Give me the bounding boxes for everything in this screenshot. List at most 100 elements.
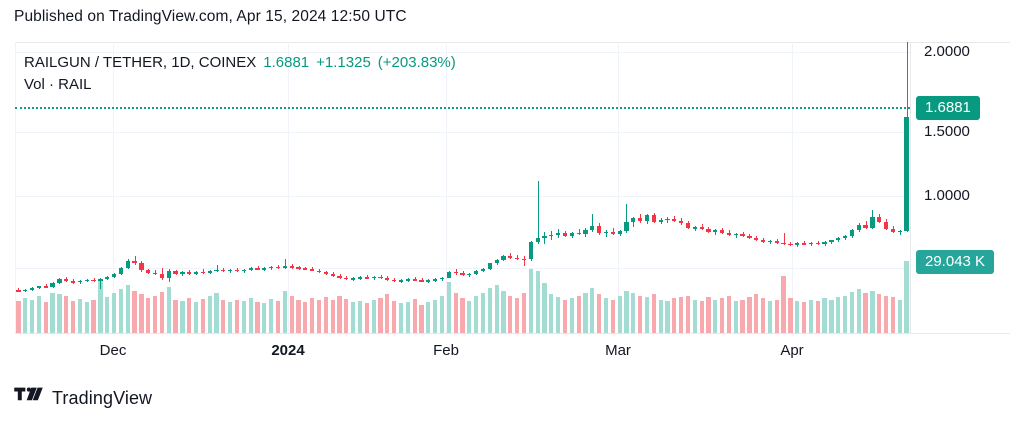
candle-body [323,272,328,275]
candle-body [562,233,568,236]
candle-body [84,279,89,282]
candle-body [822,242,827,244]
candle-body [344,277,349,280]
volume-bar [200,298,205,333]
candle-wick [715,229,716,235]
volume-bar [890,297,896,333]
legend-last-price: 1.6881 [263,54,310,71]
volume-bar [91,299,96,333]
volume-bar [562,299,568,333]
volume-bar [726,295,732,333]
gridline-horizontal [15,268,910,269]
volume-bar [378,297,383,333]
candle-body [241,269,246,272]
legend-symbol-title[interactable]: RAILGUN / TETHER, 1D, COINEX [24,54,257,71]
candle-body [877,216,882,222]
candle-wick [285,259,286,269]
volume-bar [364,303,369,333]
volume-bar [549,294,554,333]
volume-bar [822,298,827,333]
current-volume-badge[interactable]: 29.043 K [916,250,995,274]
candle-body [501,256,506,260]
tradingview-logo-icon [14,386,43,410]
time-axis-label: Mar [605,342,631,359]
gridline-horizontal [15,52,910,53]
volume-bar [289,295,294,333]
candle-wick [592,213,593,232]
volume-bar [64,296,69,333]
candle-body [515,257,520,260]
candle-body [815,242,820,245]
candle-body [760,240,766,242]
chart-plot-area[interactable] [15,42,910,333]
candle-body [829,240,834,243]
candle-body [883,221,889,229]
candle-body [275,266,281,269]
candle-wick [579,229,580,236]
candle-body [870,216,875,228]
candle-body [713,230,718,232]
candle-body [269,266,274,269]
gridline-vertical [113,42,114,333]
legend-row-volume[interactable]: Vol · RAIL [24,76,92,94]
footer-brand[interactable]: TradingView [14,386,152,410]
gridline-vertical [446,42,447,333]
candle-body [610,231,615,235]
volume-bar [255,301,260,333]
time-axis-label: Apr [780,342,804,359]
candle-body [207,270,212,273]
volume-bar [392,300,397,333]
candle-body [50,283,55,287]
volume-bar [323,297,328,333]
volume-bar [70,300,76,333]
volume-bar [173,299,178,333]
candle-body [77,280,83,283]
candle-body [214,269,219,272]
candle-body [289,266,294,268]
candle-wick [517,255,518,260]
volume-bar [877,294,882,333]
volume-bar [774,299,779,333]
candle-body [733,233,738,236]
volume-bar [815,300,820,333]
candle-body [378,276,383,279]
candle-body [849,230,855,237]
volume-bar [904,261,909,333]
volume-bar [720,298,725,333]
volume-bar [310,298,315,333]
volume-bar [241,300,246,333]
volume-bar [36,295,42,333]
tradingview-wordmark: TradingView [52,387,153,408]
candle-body [706,229,711,232]
current-price-badge[interactable]: 1.6881 [916,96,980,120]
price-axis-label: 2.0000 [924,43,970,60]
candle-body [658,219,663,222]
volume-bar [474,295,479,333]
candle-body [296,267,301,269]
candle-body [43,286,48,288]
candle-body [166,271,171,278]
candle-body [774,240,779,243]
volume-bar [105,297,110,333]
volume-bar [597,294,602,333]
volume-bar [426,302,431,333]
candle-wick [155,270,156,276]
candle-body [139,263,144,271]
candle-wick [278,264,279,269]
candle-body [446,271,451,278]
volume-bar [228,302,233,333]
volume-bar [638,295,643,333]
candle-body [685,223,691,229]
candle-wick [258,265,259,271]
gridline-vertical [15,42,16,333]
volume-bar [658,299,663,333]
candle-body [146,270,151,273]
candle-body [405,279,410,281]
volume-bar [665,300,670,333]
volume-bar [508,295,513,333]
candle-body [788,243,793,246]
candle-body [23,289,28,292]
gridline-vertical [618,42,619,333]
volume-bar [433,299,438,333]
candle-body [16,290,21,292]
